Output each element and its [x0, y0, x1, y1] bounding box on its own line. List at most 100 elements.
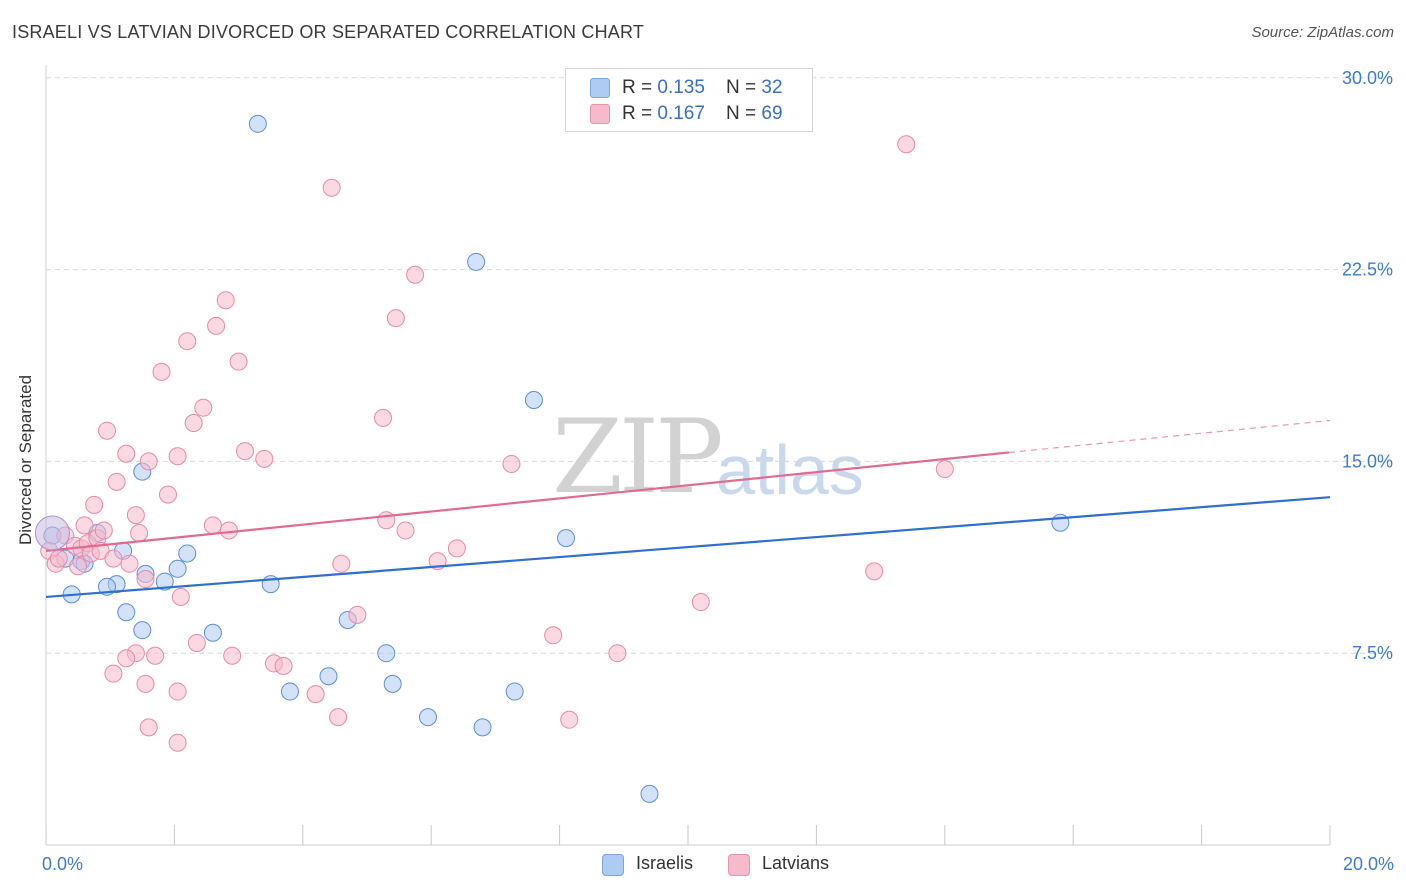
point-latvians [329, 708, 348, 727]
point-latvians [184, 414, 203, 433]
point-israelis [203, 623, 222, 642]
point-latvians [332, 554, 351, 573]
point-latvians [207, 316, 226, 335]
point-latvians [935, 460, 954, 479]
point-latvians [69, 557, 88, 576]
point-latvians [104, 664, 123, 683]
point-israelis [248, 114, 267, 133]
point-latvians [322, 178, 341, 197]
legend-n-value-israelis: 32 [761, 77, 783, 98]
point-latvians [608, 644, 627, 663]
point-latvians [117, 444, 136, 463]
point-israelis [178, 544, 197, 563]
point-latvians [691, 593, 710, 612]
point-latvians [152, 362, 171, 381]
point-latvians [386, 309, 405, 328]
point-latvians [130, 524, 149, 542]
point-israelis [557, 529, 576, 548]
point-latvians [168, 682, 187, 701]
point-latvians [104, 549, 123, 568]
bottom-legend-label-latvians: Latvians [762, 853, 830, 873]
point-latvians [216, 291, 235, 310]
y-tick-label: 30.0% [1342, 68, 1393, 88]
point-latvians [178, 332, 197, 351]
point-latvians [219, 521, 238, 540]
point-cluster-origin [34, 515, 70, 551]
point-israelis [505, 682, 524, 701]
y-tick-label: 22.5% [1342, 260, 1393, 280]
point-israelis [155, 572, 174, 591]
point-latvians [139, 718, 158, 737]
point-latvians [139, 452, 158, 471]
source-label: Source: ZipAtlas.com [1251, 24, 1394, 41]
point-latvians [897, 135, 916, 154]
point-latvians [158, 485, 177, 504]
point-latvians [203, 516, 222, 535]
legend-n-label: N = [726, 103, 762, 124]
point-latvians [136, 674, 155, 693]
point-latvians [85, 495, 104, 514]
point-israelis [473, 718, 492, 737]
correlation-legend: R = 0.135 N = 32 R = 0.167 N = 69 [565, 68, 813, 132]
point-latvians [194, 398, 213, 417]
x-tick-label: 0.0% [42, 854, 83, 874]
point-latvians [377, 511, 396, 530]
chart-title: ISRAELI VS LATVIAN DIVORCED OR SEPARATED… [12, 22, 645, 42]
point-israelis [524, 391, 543, 410]
legend-swatch-latvians [590, 104, 610, 124]
legend-r-label: R = [622, 77, 658, 98]
point-israelis [418, 708, 437, 727]
point-latvians [229, 352, 248, 371]
point-latvians [168, 447, 187, 466]
point-latvians [406, 265, 425, 284]
trendline-israelis [45, 496, 1331, 599]
point-latvians [136, 570, 155, 589]
x-tick-label: 20.0% [1343, 854, 1394, 874]
point-latvians [502, 454, 521, 473]
point-latvians [171, 587, 190, 606]
point-latvians [396, 521, 415, 540]
point-latvians [126, 506, 145, 525]
point-latvians [120, 554, 139, 573]
point-latvians [168, 733, 187, 752]
point-latvians [223, 646, 242, 665]
point-israelis [168, 559, 187, 578]
point-latvians [146, 646, 165, 665]
point-israelis [467, 252, 486, 271]
point-israelis [117, 603, 136, 622]
point-latvians [236, 442, 255, 461]
point-latvians [49, 549, 68, 568]
bottom-legend-swatch-israelis [602, 854, 624, 876]
point-latvians [865, 562, 884, 581]
y-tick-label: 15.0% [1342, 451, 1393, 471]
trendline-latvians [45, 451, 1010, 552]
point-latvians [94, 521, 113, 540]
point-israelis [280, 682, 299, 701]
legend-n-label: N = [726, 77, 762, 98]
point-latvians [544, 626, 563, 645]
y-tick-label: 7.5% [1352, 643, 1393, 663]
bottom-legend-swatch-latvians [728, 854, 750, 876]
point-latvians [75, 516, 94, 535]
point-latvians [255, 449, 274, 468]
point-israelis [319, 667, 338, 686]
bottom-legend-label-israelis: Israelis [636, 853, 694, 873]
point-latvians [187, 633, 206, 652]
point-latvians [374, 408, 393, 427]
legend-r-value-latvians: 0.167 [657, 103, 705, 124]
legend-n-value-latvians: 69 [761, 103, 783, 124]
point-latvians [274, 656, 293, 675]
point-latvians [306, 685, 325, 704]
point-latvians [117, 649, 136, 668]
legend-swatch-israelis [590, 78, 610, 98]
point-latvians [97, 421, 116, 440]
point-latvians [560, 710, 579, 729]
point-israelis [377, 644, 396, 663]
point-latvians [348, 605, 367, 624]
point-israelis [133, 621, 152, 640]
point-latvians [447, 539, 466, 558]
point-israelis [640, 784, 659, 803]
point-israelis [383, 674, 402, 693]
legend-r-label: R = [622, 103, 658, 124]
